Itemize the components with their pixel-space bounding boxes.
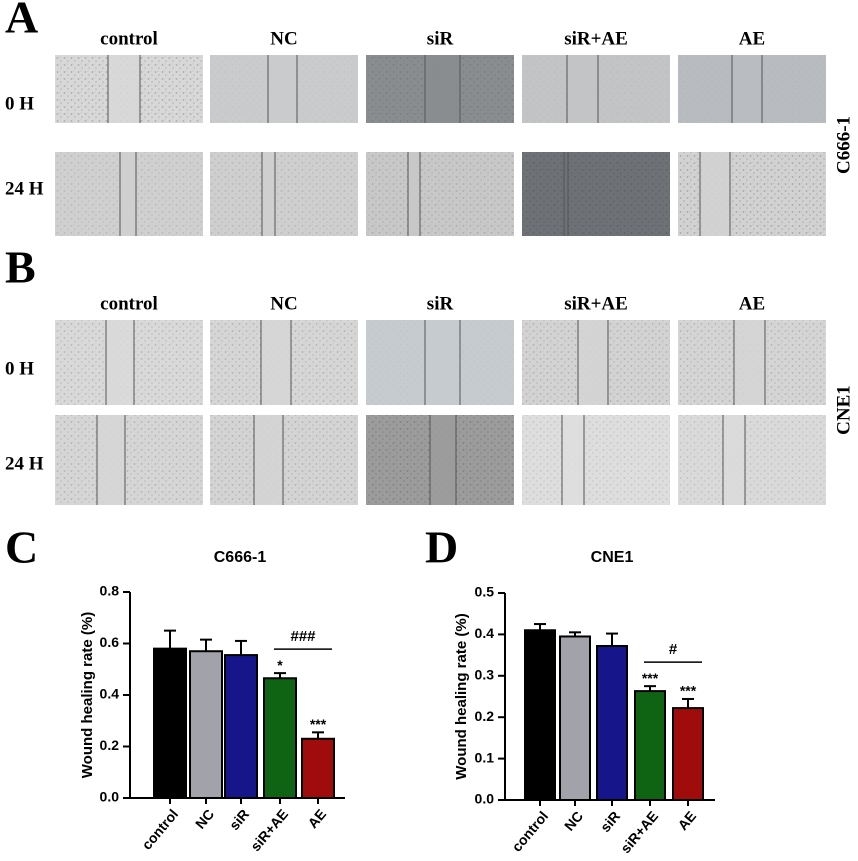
y-tick-label: 0.4 [475,625,495,641]
x-tick-label: AE [304,806,329,831]
x-tick-label: NC [561,808,586,834]
column-label: control [100,28,158,49]
x-tick-label: control [138,806,181,853]
x-tick-label: siR [226,806,252,833]
cell-texture [210,415,358,505]
column-label: NC [270,293,297,314]
y-tick-label: 0.6 [100,634,120,650]
y-axis-label: Wound healing rate (%) [453,613,470,779]
cell-texture [678,415,826,505]
row-label: 24 H [5,453,44,474]
panel-letter: A [5,0,38,43]
wound-gap [120,152,136,236]
cell-texture [522,415,670,505]
row-label: 0 H [5,93,34,114]
y-tick-label: 0.0 [475,791,495,807]
wound-gap [734,320,765,405]
y-axis-label: Wound healing rate (%) [79,612,96,778]
cell-texture [55,415,203,505]
wound-gap [564,152,568,236]
bar [524,629,556,802]
wound-gap [700,152,730,236]
wound-gap [723,415,745,505]
wound-gap [562,415,584,505]
cell-texture [210,152,358,236]
column-label: siR+AE [564,293,628,314]
column-label: NC [270,28,297,49]
significance-mark: * [277,657,283,673]
panel-letter: D [425,522,458,573]
y-tick-label: 0.1 [475,749,495,765]
wound-gap [408,152,420,236]
y-tick-label: 0.2 [100,737,120,753]
cell-texture [366,152,514,236]
bar [224,654,258,800]
wound-gap [430,415,456,505]
wound-gap [262,152,275,236]
panel-letter: B [5,242,36,293]
chart-title: CNE1 [591,549,634,566]
significance-mark: *** [310,716,327,732]
wound-gap [261,320,291,405]
column-label: siR+AE [564,28,628,49]
cell-line-label: CNE1 [833,385,854,435]
bar [153,647,187,800]
comparison-label: ### [290,628,316,645]
x-tick-label: control [508,808,551,855]
bar [301,737,335,800]
x-tick-label: siR [597,808,623,835]
bar [634,690,666,801]
comparison-label: # [669,641,678,658]
cell-line-label: C666-1 [833,116,854,174]
bar [189,650,223,799]
wound-gap [578,320,608,405]
column-label: control [100,293,158,314]
bar [596,644,628,801]
significance-mark: *** [642,670,659,686]
wound-gap [97,415,125,505]
x-tick-label: siR+AE [247,806,291,854]
wound-gap [567,55,598,123]
bar [672,707,704,801]
wound-gap [108,55,140,123]
wound-gap [106,320,134,405]
wound-gap [268,55,297,123]
y-tick-label: 0.0 [100,789,120,805]
y-tick-label: 0.8 [100,583,120,599]
bar [263,677,297,800]
row-label: 24 H [5,178,44,199]
x-tick-label: AE [674,808,699,833]
panel-letter: C [5,522,38,573]
wound-gap [254,415,283,505]
column-label: AE [739,28,765,49]
significance-mark: *** [680,683,697,699]
y-tick-label: 0.2 [475,708,495,724]
wound-gap [425,320,460,405]
column-label: siR [427,293,454,314]
y-tick-label: 0.4 [100,686,120,702]
column-label: siR [427,28,454,49]
y-tick-label: 0.5 [475,584,495,600]
y-tick-label: 0.3 [475,667,495,683]
column-label: AE [739,293,765,314]
chart-title: C666-1 [214,549,267,566]
cell-texture [522,152,670,236]
wound-gap [732,55,762,123]
row-label: 0 H [5,358,34,379]
x-tick-label: siR+AE [617,808,661,856]
bar [559,635,591,801]
x-tick-label: NC [192,806,217,832]
wound-gap [425,55,460,123]
